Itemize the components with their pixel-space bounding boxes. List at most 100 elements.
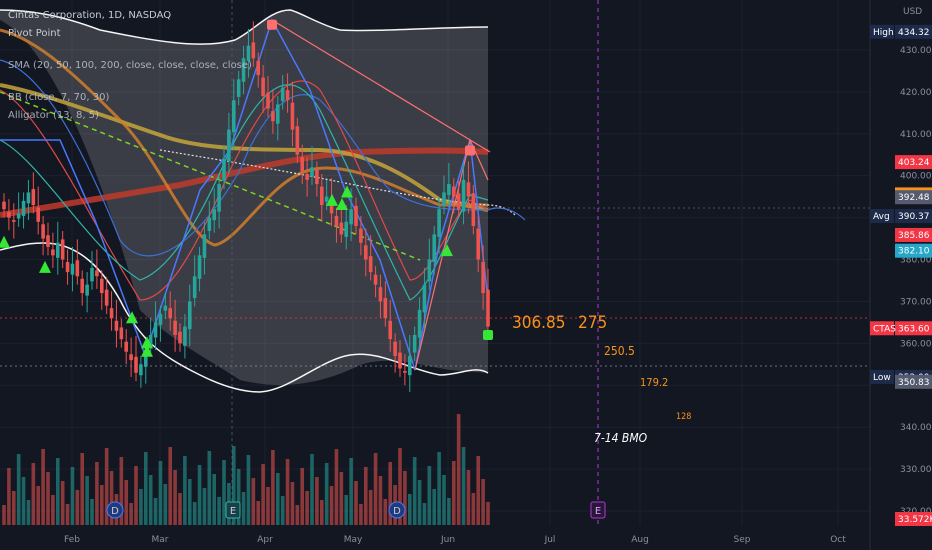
volume-bar xyxy=(271,450,275,525)
x-tick-label: Aug xyxy=(631,535,649,545)
volume-bar xyxy=(143,452,148,525)
volume-bar xyxy=(158,461,163,525)
candle-body xyxy=(256,60,261,76)
x-tick-label: Sep xyxy=(734,535,751,545)
sma-200-line xyxy=(0,147,489,218)
volume-bar xyxy=(295,505,300,525)
buy-signal-triangle xyxy=(326,193,338,206)
volume-bar xyxy=(148,475,153,525)
volume-bar xyxy=(21,477,26,525)
volume-bar xyxy=(70,467,75,525)
candle-body xyxy=(207,217,212,232)
candle-body xyxy=(202,234,207,258)
candle-body xyxy=(354,205,358,226)
candle-body xyxy=(246,45,251,61)
candle-body xyxy=(310,167,314,177)
volume-bar xyxy=(285,459,290,525)
volume-bars xyxy=(2,414,490,525)
volume-bar xyxy=(486,502,490,525)
volume-bar xyxy=(212,474,217,525)
x-tick-label: Feb xyxy=(64,535,80,545)
candle-body xyxy=(231,100,236,133)
volume-bar xyxy=(251,478,256,525)
volume-bar xyxy=(231,446,236,525)
dividend-marker-2[interactable] xyxy=(388,501,406,519)
price-badge-label: Avg xyxy=(873,212,890,222)
moving-average-lines xyxy=(0,28,526,301)
candle-body xyxy=(55,242,60,258)
candle-body xyxy=(222,158,226,181)
earnings-label-2: E xyxy=(595,506,601,517)
price-badge-tag xyxy=(870,209,894,224)
candle-body xyxy=(183,326,187,346)
candle-body xyxy=(447,184,451,195)
volume-bar xyxy=(354,481,358,525)
candle-body xyxy=(466,182,471,197)
chart-title: Cintas Corporation, 1D, NASDAQ xyxy=(8,10,171,21)
volume-bar xyxy=(153,498,158,525)
event-markers[interactable]: D E D E xyxy=(106,501,606,519)
y-tick-label: 410.00 xyxy=(900,130,932,140)
candle-body xyxy=(75,260,80,277)
volume-bar xyxy=(407,494,412,525)
candle-body xyxy=(383,298,388,319)
sma-50-line xyxy=(0,28,488,247)
candle-body xyxy=(119,327,124,340)
candle-body xyxy=(261,77,265,97)
volume-bar xyxy=(471,493,476,525)
price-badge xyxy=(895,374,932,389)
volume-bar xyxy=(7,468,11,525)
candle-body xyxy=(271,111,275,122)
candle-body xyxy=(7,211,11,218)
dividend-label-1: D xyxy=(111,506,119,517)
volume-bar xyxy=(349,458,353,525)
price-axis-panel[interactable] xyxy=(870,0,932,550)
y-tick-label: 340.00 xyxy=(900,423,932,433)
price-badge xyxy=(895,512,932,526)
volume-bar xyxy=(344,495,349,525)
volume-bar xyxy=(447,498,451,525)
volume-bar xyxy=(11,491,16,525)
candle-body xyxy=(158,314,163,325)
targets: 306.85 275 250.5 179.2 128 7-14 BMO xyxy=(512,313,691,445)
x-tick-label: Jun xyxy=(440,535,455,545)
volume-bar xyxy=(207,451,212,525)
indicator-pivot: Pivot Point xyxy=(8,28,61,39)
earnings-marker-1[interactable] xyxy=(225,501,241,519)
volume-bar xyxy=(16,454,21,525)
volume-bar xyxy=(104,448,109,525)
dividend-label-2: D xyxy=(393,506,401,517)
candle-body xyxy=(16,213,21,219)
x-tick-label: Oct xyxy=(830,535,846,545)
last-price-marker xyxy=(483,329,493,340)
earnings-marker-2[interactable] xyxy=(590,501,606,519)
price-candles xyxy=(2,21,490,392)
volume-bar xyxy=(378,476,383,525)
dividend-marker-1[interactable] xyxy=(106,501,124,519)
candle-body xyxy=(90,267,94,282)
candle-body xyxy=(486,289,490,327)
volume-bar xyxy=(192,502,197,525)
price-badge xyxy=(895,190,932,205)
price-labels: 434.32High403.24395.53392.48390.37Avg385… xyxy=(870,24,932,526)
volume-bar xyxy=(300,468,305,525)
y-tick-label: 420.00 xyxy=(900,88,932,98)
y-tick-label: 380.00 xyxy=(900,256,932,266)
target-179: 179.2 xyxy=(640,376,668,389)
candle-body xyxy=(36,207,41,222)
signal-triangles xyxy=(0,19,493,357)
candle-body xyxy=(407,355,412,376)
buy-signal-triangle xyxy=(39,260,51,273)
candle-body xyxy=(104,289,109,306)
candle-body xyxy=(300,157,305,172)
volume-bar xyxy=(388,462,393,525)
volume-bar xyxy=(163,484,168,525)
volume-bar xyxy=(324,463,329,525)
volume-bar xyxy=(280,496,285,525)
buy-signal-triangle xyxy=(0,235,10,248)
candle-body xyxy=(334,215,339,226)
price-badge-value: 382.10 xyxy=(898,247,930,257)
title-block: Cintas Corporation, 1D, NASDAQ Pivot Poi… xyxy=(8,10,252,121)
candle-body xyxy=(217,184,221,212)
